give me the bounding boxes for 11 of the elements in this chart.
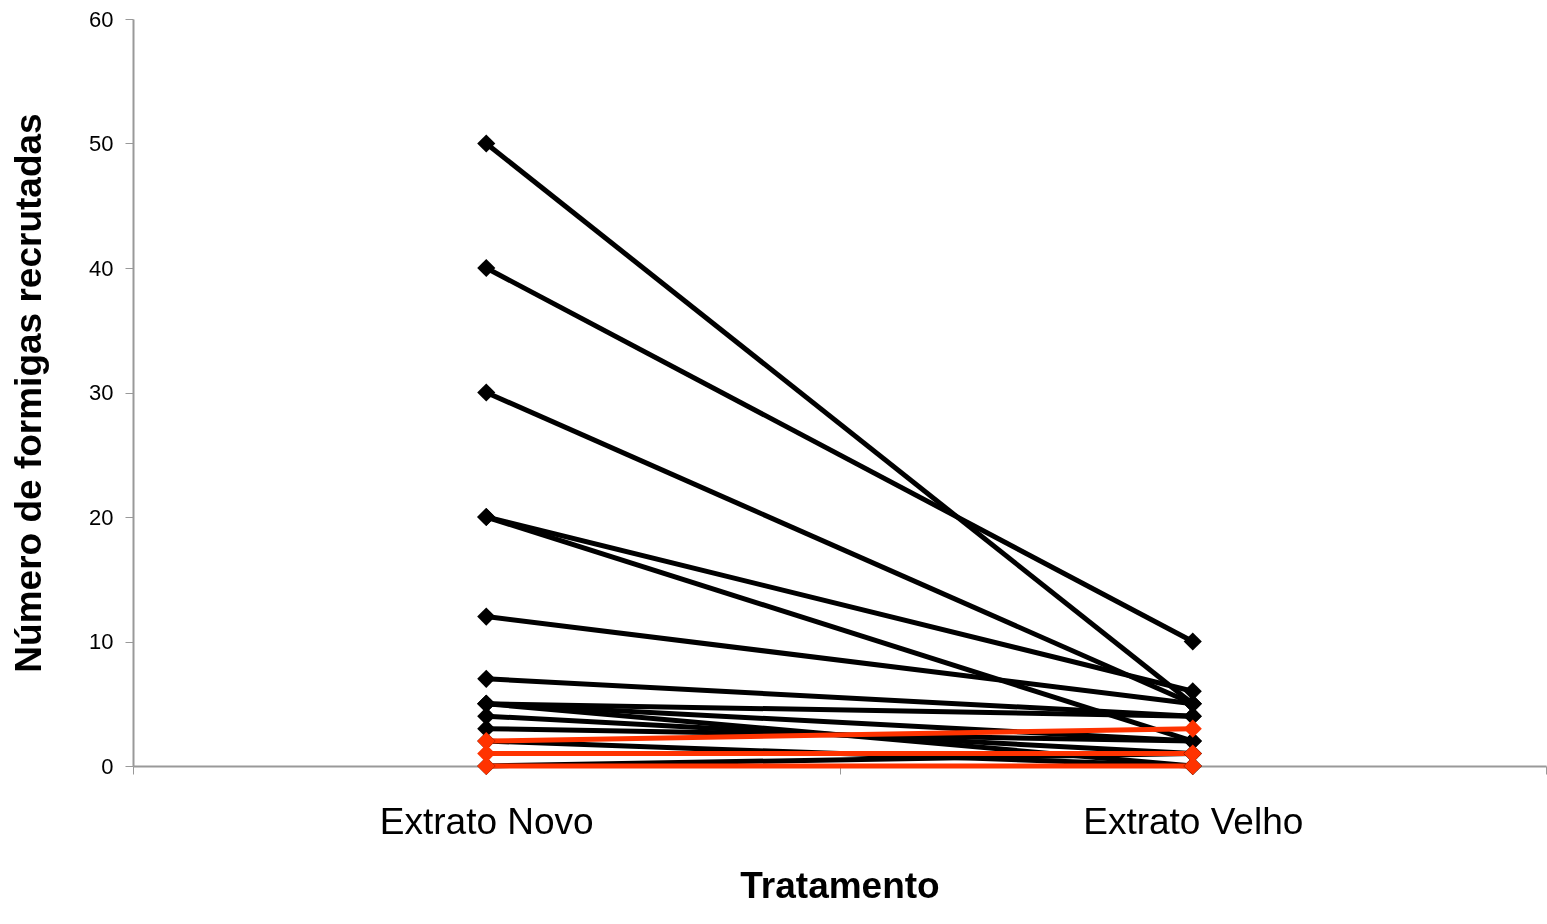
y-axis-title: Número de formigas recrutadas	[8, 113, 50, 673]
x-axis-title: Tratamento	[740, 864, 940, 906]
y-tick-label: 40	[89, 255, 114, 281]
y-tick-label: 60	[89, 6, 114, 32]
y-tick-label: 10	[89, 629, 114, 654]
x-tick-label: Extrato Novo	[379, 800, 594, 842]
y-tick-label: 0	[101, 753, 114, 779]
y-tick-label: 30	[89, 380, 114, 405]
y-tick-label: 20	[89, 504, 114, 530]
y-tick-label: 50	[89, 131, 114, 156]
x-tick-label: Extrato Velho	[1083, 800, 1304, 842]
